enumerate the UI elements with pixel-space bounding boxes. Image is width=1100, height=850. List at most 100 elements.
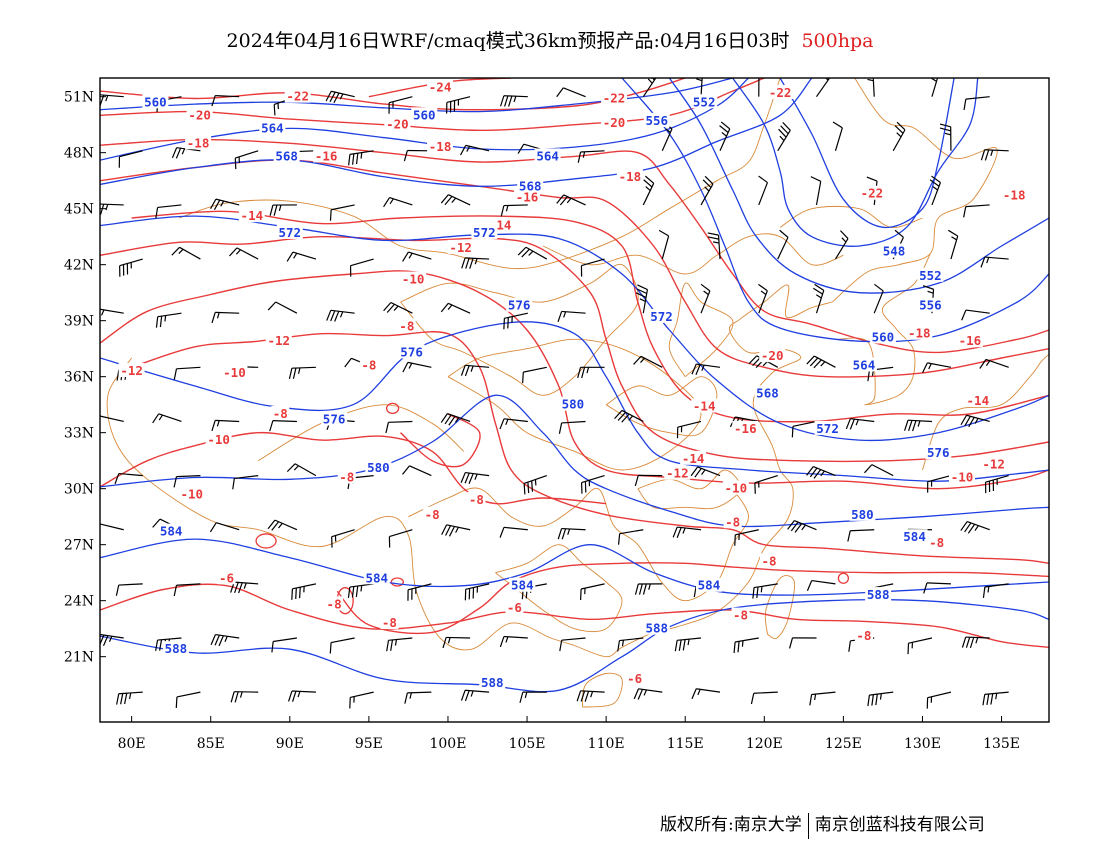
temperature-contour-label: -14 [693,399,716,414]
wind-barb [672,526,702,538]
height-contour-label-bg [411,107,438,122]
wind-barb [810,176,822,206]
wind-barb [232,475,259,490]
temperature-contour-label-bg [325,596,344,611]
height-contour-label-bg [754,385,781,400]
temperature-contour-label: -16 [516,189,539,204]
wind-barb [576,690,605,702]
y-tick-label: 30N [64,482,94,498]
temperature-contour-label: -22 [861,186,884,201]
wind-barb [460,364,490,377]
wind-barb [806,355,836,369]
boundary-line [257,404,465,462]
height-contour-label-bg [534,148,561,163]
temperature-contour-label-bg [427,79,454,94]
temperature-contour-label: -20 [188,107,211,122]
wind-barb [229,247,259,260]
wind-barb [441,524,471,537]
boundary-line [581,672,623,708]
wind-barb [460,471,490,484]
boundary-line [764,575,796,640]
boundary-line [832,78,998,303]
temperature-contour-label-bg [956,333,983,348]
temperature-contour-label-bg [384,116,411,131]
x-axis: 80E 85E 90E 95E 100E 105E 110E 115E 120E 125E 130E… [118,716,1020,752]
temperature-isotherm [100,138,1049,354]
wind-barb [758,78,760,97]
height-contour-label: 576 [400,344,423,359]
wind-barb [980,149,1009,161]
wind-barb [329,204,355,221]
boundary-line [495,544,623,633]
temperature-isotherm [100,270,1049,490]
temperature-isotherm [100,235,1049,463]
wind-barb [758,175,769,206]
temperature-contour-label-bg [118,363,145,378]
temperature-contour-label-bg [601,90,628,105]
wind-barb [658,229,670,260]
wind-barb [633,688,663,700]
y-tick-label: 45N [64,202,94,218]
temperature-contour-label-bg [185,135,212,150]
height-contour-label-bg [917,297,944,312]
temperature-isotherm [100,583,1049,648]
temperature-contour-label: -16 [734,421,757,436]
temperature-contour-label-bg [858,185,885,200]
wind-barb [460,144,490,156]
temperature-contour-label: -12 [120,363,143,378]
wind-barb [503,312,528,330]
height-contour-label: 584 [366,570,389,585]
wind-barb [155,204,182,219]
wind-barb [867,78,875,97]
wind-barb [402,251,432,262]
temperature-contour-label: -8 [361,357,376,372]
wind-barb [500,204,528,217]
wind-barb [559,637,586,652]
temperature-contour-label-bg [767,84,794,99]
wind-barb [982,583,1009,598]
x-tick-label: 115E [667,736,704,752]
wind-barb [115,583,143,596]
height-contour-label-bg [363,570,390,585]
height-contour-label-bg [648,308,675,323]
wind-barb [349,258,374,277]
temperature-contour-label: -8 [273,406,288,421]
y-tick-label: 33N [64,426,94,442]
height-contour-label: 568 [519,178,542,193]
wind-barb [758,283,768,314]
height-contour-label: 564 [853,357,876,372]
height-contour-label: 560 [144,94,167,109]
height-contour-label-bg [691,94,718,109]
wind-barb [696,78,703,97]
wind-barb [867,691,894,707]
temperature-contour-label: -10 [402,272,425,287]
temperature-contour-label: -8 [469,492,484,507]
wind-barb [961,309,990,321]
temperature-contour-label: -6 [507,600,522,615]
y-tick-label: 48N [64,146,94,162]
height-contour-label-bg [559,396,586,411]
height-isoline [621,78,1049,343]
boundary-line [178,78,781,270]
height-contour-label: 568 [275,148,298,163]
wind-barb [210,633,240,647]
height-contour-label: 576 [927,445,950,460]
wind-barb [754,475,778,494]
height-contour-label: 572 [473,225,496,240]
temperature-contour-label-bg [400,271,427,286]
wind-barb [787,520,817,533]
wind-barb [926,691,952,709]
wind-barb [557,310,586,323]
temperature-closed-isotherm [837,572,850,584]
temperature-contour-label: -18 [908,326,931,341]
temperature-contour-label-bg [265,333,292,348]
wind-barb [931,78,939,97]
wind-barb [806,466,836,479]
wind-barb [816,78,831,98]
temperature-contour-label: -8 [339,469,354,484]
wind-barb [114,472,143,485]
wind-barb [777,121,791,152]
height-contour-label-bg [259,120,286,135]
wind-barb [519,691,547,703]
